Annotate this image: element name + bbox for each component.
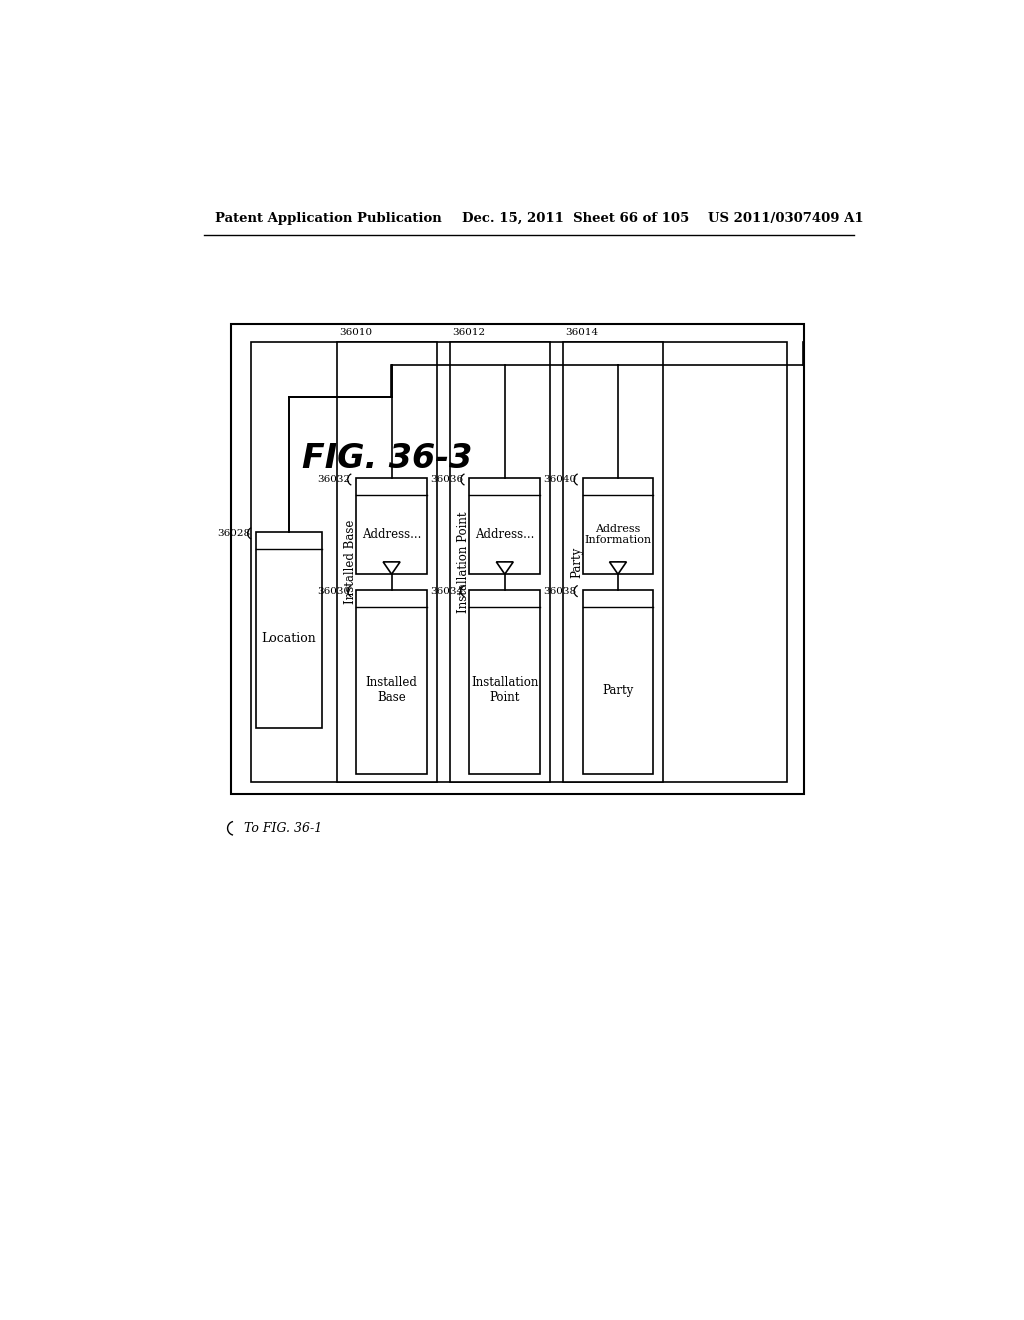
Text: US 2011/0307409 A1: US 2011/0307409 A1 bbox=[708, 213, 863, 224]
Bar bbox=[230, 323, 804, 793]
Text: 36028: 36028 bbox=[217, 529, 250, 537]
Bar bbox=[252, 342, 786, 781]
Text: 36012: 36012 bbox=[453, 329, 485, 337]
Bar bbox=[583, 478, 653, 574]
Text: Installation
Point: Installation Point bbox=[471, 676, 539, 705]
Text: 36030: 36030 bbox=[316, 586, 350, 595]
Text: Party: Party bbox=[570, 546, 583, 578]
Polygon shape bbox=[609, 562, 627, 574]
Bar bbox=[337, 342, 437, 781]
Text: 36034: 36034 bbox=[430, 586, 463, 595]
Text: Patent Application Publication: Patent Application Publication bbox=[215, 213, 442, 224]
Bar bbox=[469, 590, 541, 775]
Text: Address...: Address... bbox=[475, 528, 535, 541]
Bar bbox=[469, 478, 541, 574]
Text: 36036: 36036 bbox=[430, 475, 463, 484]
Text: Dec. 15, 2011  Sheet 66 of 105: Dec. 15, 2011 Sheet 66 of 105 bbox=[462, 213, 689, 224]
Bar bbox=[451, 342, 550, 781]
Text: Address...: Address... bbox=[361, 528, 421, 541]
Bar bbox=[356, 590, 427, 775]
Text: Location: Location bbox=[261, 632, 316, 645]
Text: To FIG. 36-1: To FIG. 36-1 bbox=[244, 822, 322, 834]
Bar bbox=[563, 342, 664, 781]
Text: Address
Information: Address Information bbox=[585, 524, 651, 545]
Polygon shape bbox=[497, 562, 513, 574]
Bar bbox=[356, 478, 427, 574]
Text: 36038: 36038 bbox=[544, 586, 577, 595]
Text: FIG. 36-3: FIG. 36-3 bbox=[301, 442, 472, 475]
Polygon shape bbox=[383, 562, 400, 574]
Bar bbox=[583, 590, 653, 775]
Text: Installation Point: Installation Point bbox=[457, 511, 470, 612]
Text: Installed Base: Installed Base bbox=[343, 520, 356, 605]
Text: Party: Party bbox=[602, 684, 634, 697]
Text: 36040: 36040 bbox=[544, 475, 577, 484]
Text: 36032: 36032 bbox=[316, 475, 350, 484]
Text: 36014: 36014 bbox=[565, 329, 599, 337]
Bar bbox=[256, 532, 322, 729]
Text: Installed
Base: Installed Base bbox=[366, 676, 418, 705]
Text: 36010: 36010 bbox=[339, 329, 373, 337]
